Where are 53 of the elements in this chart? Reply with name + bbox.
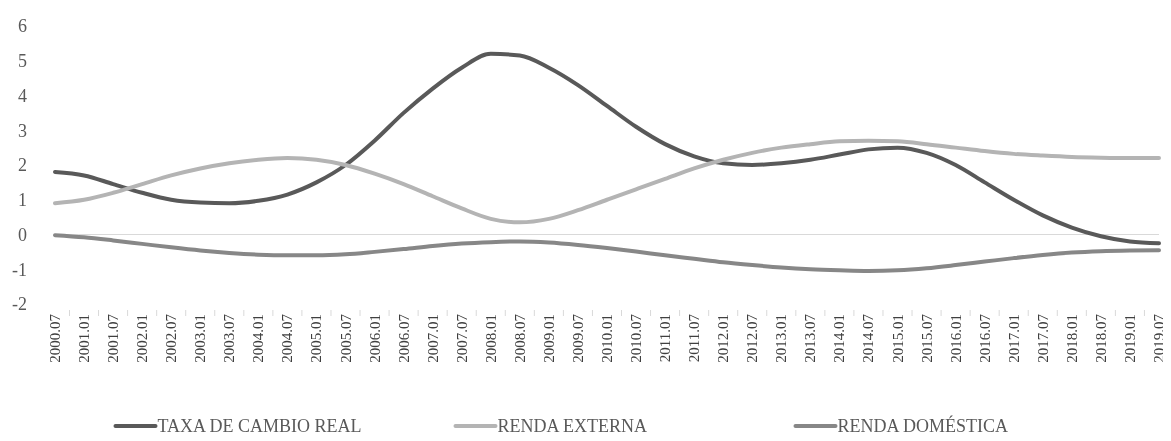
- x-tick-label: 2008.07: [511, 313, 528, 363]
- x-tick-label: 2018.07: [1092, 313, 1109, 363]
- x-tick-label: 2014.07: [860, 313, 877, 363]
- legend-label: TAXA DE CAMBIO REAL: [157, 416, 362, 437]
- x-tick-label: 2006.07: [395, 313, 412, 363]
- y-tick-label: 1: [18, 190, 27, 211]
- x-tick-label: 2017.07: [1034, 313, 1051, 363]
- x-tick-label: 2014.01: [831, 314, 848, 363]
- legend-label: RENDA EXTERNA: [497, 416, 647, 437]
- x-tick-label: 2000.07: [47, 313, 63, 363]
- x-tick-label: 2015.07: [918, 313, 935, 363]
- x-tick-label: 2016.07: [976, 313, 993, 363]
- y-tick-label: -1: [12, 259, 27, 280]
- y-tick-label: 5: [18, 51, 27, 72]
- legend-label: RENDA DOMÉSTICA: [837, 415, 1009, 437]
- x-tick-label: 2018.01: [1063, 314, 1080, 363]
- x-tick-label: 2013.01: [773, 314, 790, 363]
- line-series: [53, 51, 1161, 246]
- x-tick-label: 2004.01: [250, 314, 267, 363]
- x-tick-label: 2008.01: [482, 314, 499, 363]
- x-tick-label: 2001.07: [105, 313, 122, 363]
- x-tick-label: 2009.01: [540, 314, 557, 363]
- line-series: [53, 233, 1161, 273]
- line-series: [53, 138, 1161, 225]
- x-tick-label: 2010.07: [628, 313, 645, 363]
- y-tick-label: 2: [18, 155, 27, 176]
- x-tick-label: 2015.01: [889, 314, 906, 363]
- x-tick-label: 2001.01: [76, 314, 93, 363]
- x-tick-label: 2013.07: [802, 313, 819, 363]
- y-tick-label: 3: [18, 120, 27, 141]
- x-tick-label: 2012.01: [715, 314, 732, 363]
- x-tick-label: 2003.01: [192, 314, 209, 363]
- x-tick-label: 2011.07: [686, 313, 703, 363]
- x-tick-label: 2005.01: [308, 314, 325, 363]
- x-tick-label: 2011.01: [657, 314, 674, 363]
- y-tick-label: 0: [18, 224, 27, 245]
- x-tick-label: 2012.07: [744, 313, 761, 363]
- x-tick-label: 2007.01: [424, 314, 441, 363]
- x-tick-label: 2002.01: [134, 314, 151, 363]
- x-tick-label: 2019.01: [1121, 314, 1138, 363]
- x-tick-label: 2007.07: [453, 313, 470, 363]
- x-tick-label: 2002.07: [163, 313, 180, 363]
- x-tick-label: 2016.01: [947, 314, 964, 363]
- x-tick-label: 2010.01: [599, 314, 615, 363]
- x-tick-label: 2005.07: [337, 313, 354, 363]
- x-tick-label: 2003.07: [221, 313, 238, 363]
- y-tick-label: -2: [12, 294, 27, 315]
- x-tick-label: 2017.01: [1005, 314, 1022, 363]
- x-tick-label: 2006.01: [366, 314, 383, 363]
- y-tick-label: 4: [18, 85, 27, 106]
- x-tick-label: 2009.07: [569, 313, 586, 363]
- x-tick-label: 2004.07: [279, 313, 296, 363]
- y-tick-label: 6: [18, 16, 27, 37]
